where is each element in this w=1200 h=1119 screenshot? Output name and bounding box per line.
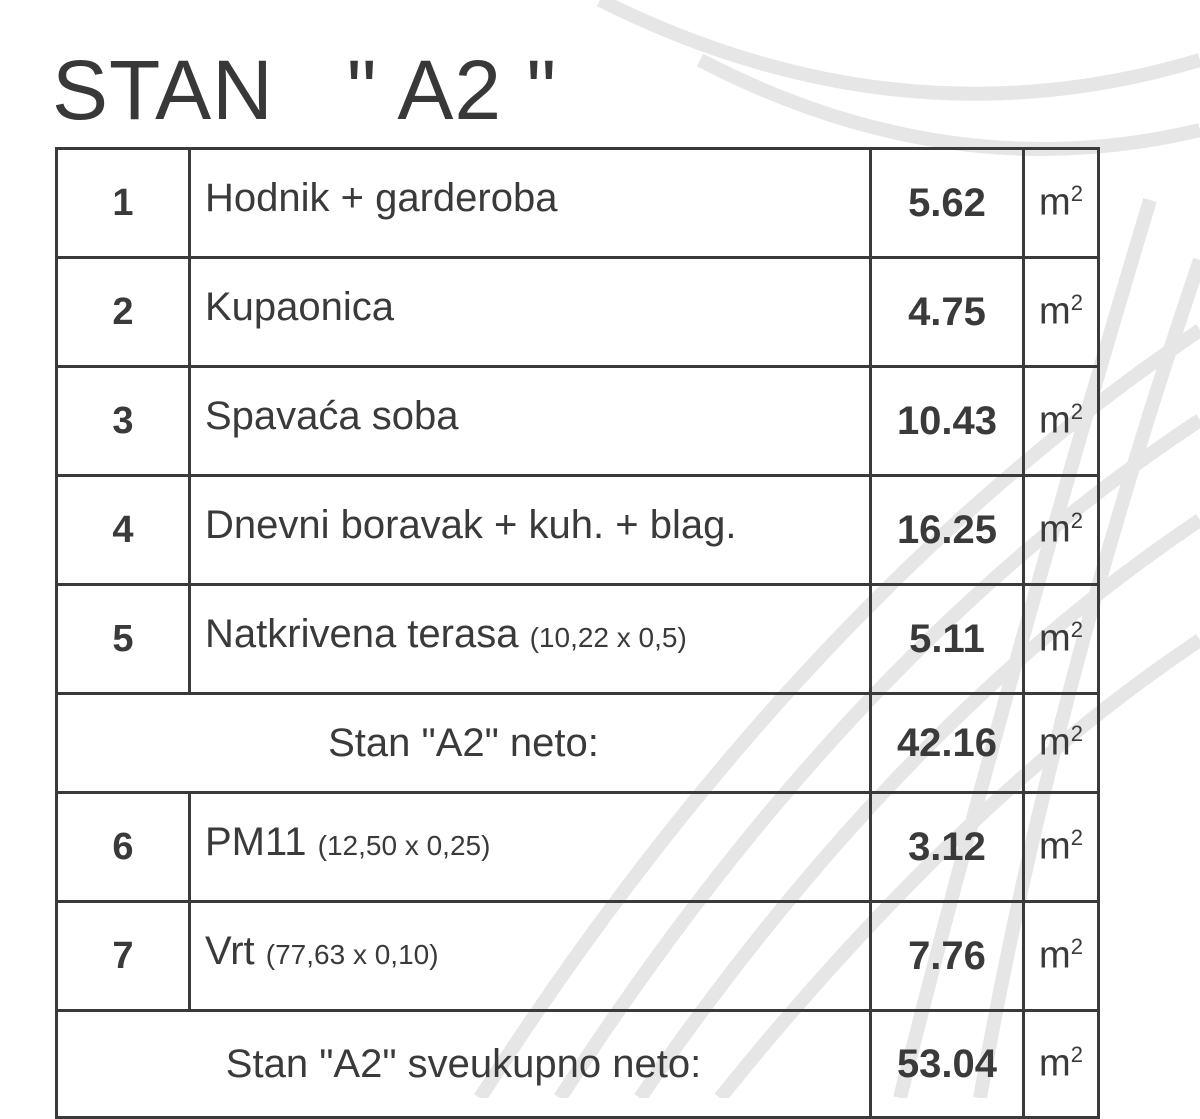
room-name: PM11: [205, 819, 307, 864]
room-number: 4: [55, 474, 191, 586]
room-area: 3.12: [869, 791, 1025, 903]
room-name: Vrt: [205, 928, 255, 973]
unit-cell: m2: [1022, 147, 1100, 259]
room-number: 2: [55, 256, 191, 368]
table-row: 7 Vrt (77,63 x 0,10) 7.76 m2: [55, 900, 1100, 1012]
unit: m: [1039, 1042, 1071, 1085]
room-name-cell: Natkrivena terasa (10,22 x 0,5): [188, 583, 872, 695]
table-row: 2 Kupaonica 4.75 m2: [55, 256, 1100, 368]
unit: m: [1039, 617, 1071, 660]
total-area: 53.04: [869, 1009, 1025, 1119]
room-area: 16.25: [869, 474, 1025, 586]
room-number: 6: [55, 791, 191, 903]
unit-cell: m2: [1022, 1009, 1100, 1119]
unit-exponent: 2: [1070, 399, 1083, 425]
page-title: STAN " A2 ": [52, 43, 558, 137]
room-area: 10.43: [869, 365, 1025, 477]
unit: m: [1039, 290, 1071, 333]
room-name: Hodnik + garderoba: [205, 175, 558, 220]
table-row: 1 Hodnik + garderoba 5.62 m2: [55, 147, 1100, 259]
unit-exponent: 2: [1070, 1042, 1083, 1068]
unit: m: [1039, 399, 1071, 442]
subtotal-label: Stan "A2" neto:: [55, 692, 872, 794]
room-name-cell: Spavaća soba: [188, 365, 872, 477]
unit-cell: m2: [1022, 474, 1100, 586]
room-area: 4.75: [869, 256, 1025, 368]
room-name-cell: Hodnik + garderoba: [188, 147, 872, 259]
unit-exponent: 2: [1070, 508, 1083, 534]
subtotal-area: 42.16: [869, 692, 1025, 794]
unit: m: [1039, 721, 1071, 764]
subtotal-row: Stan "A2" neto: 42.16 m2: [55, 692, 1100, 794]
room-name: Kupaonica: [205, 284, 395, 329]
table-row: 5 Natkrivena terasa (10,22 x 0,5) 5.11 m2: [55, 583, 1100, 695]
room-name-cell: Dnevni boravak + kuh. + blag.: [188, 474, 872, 586]
unit-exponent: 2: [1070, 721, 1083, 747]
room-name: Spavaća soba: [205, 393, 459, 438]
table-row: 4 Dnevni boravak + kuh. + blag. 16.25 m2: [55, 474, 1100, 586]
room-dimensions: (77,63 x 0,10): [265, 938, 439, 970]
room-area: 5.62: [869, 147, 1025, 259]
unit: m: [1039, 508, 1071, 551]
room-name: Dnevni boravak + kuh. + blag.: [205, 502, 737, 547]
unit-cell: m2: [1022, 791, 1100, 903]
room-number: 3: [55, 365, 191, 477]
unit-cell: m2: [1022, 256, 1100, 368]
room-dimensions: (10,22 x 0,5): [529, 621, 687, 653]
table-row: 6 PM11 (12,50 x 0,25) 3.12 m2: [55, 791, 1100, 903]
unit: m: [1039, 825, 1071, 868]
total-label: Stan "A2" sveukupno neto:: [55, 1009, 872, 1119]
unit-exponent: 2: [1070, 617, 1083, 643]
unit-exponent: 2: [1070, 181, 1083, 207]
unit: m: [1039, 181, 1071, 224]
room-name-cell: Kupaonica: [188, 256, 872, 368]
room-area: 5.11: [869, 583, 1025, 695]
area-table: 1 Hodnik + garderoba 5.62 m2 2 Kupaonica …: [55, 147, 1100, 1119]
room-number: 5: [55, 583, 191, 695]
total-row: Stan "A2" sveukupno neto: 53.04 m2: [55, 1009, 1100, 1119]
unit-cell: m2: [1022, 900, 1100, 1012]
room-name-cell: Vrt (77,63 x 0,10): [188, 900, 872, 1012]
unit-exponent: 2: [1070, 290, 1083, 316]
room-name: Natkrivena terasa: [205, 611, 519, 656]
table-row: 3 Spavaća soba 10.43 m2: [55, 365, 1100, 477]
unit-exponent: 2: [1070, 934, 1083, 960]
unit-exponent: 2: [1070, 825, 1083, 851]
unit: m: [1039, 934, 1071, 977]
unit-cell: m2: [1022, 365, 1100, 477]
room-dimensions: (12,50 x 0,25): [317, 829, 491, 861]
unit-cell: m2: [1022, 692, 1100, 794]
room-area: 7.76: [869, 900, 1025, 1012]
unit-cell: m2: [1022, 583, 1100, 695]
room-number: 1: [55, 147, 191, 259]
room-name-cell: PM11 (12,50 x 0,25): [188, 791, 872, 903]
room-number: 7: [55, 900, 191, 1012]
